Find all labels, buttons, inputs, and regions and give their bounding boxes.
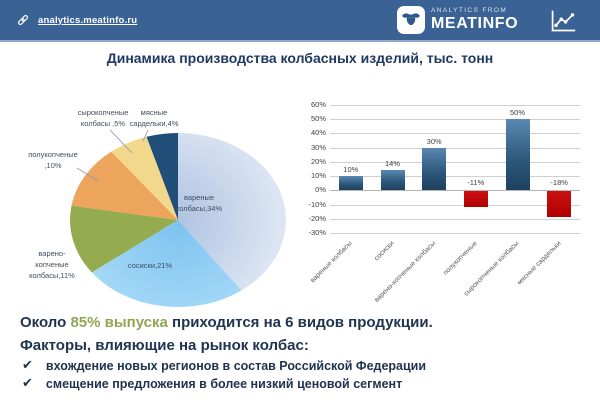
bar-value-label: -18% (550, 178, 568, 188)
gridline (330, 190, 580, 192)
y-axis-tick: -30% (308, 228, 326, 237)
x-axis-label: вареные колбасы (309, 240, 354, 285)
pie-slice-0 (178, 133, 287, 291)
bar-chart: 60% 50% 40% 30% 20% 10% 0% -10% -20% -30% 10% варен… (300, 95, 590, 313)
pie-slice-4 (111, 136, 178, 220)
x-axis-label: мясные сардельки (515, 240, 563, 287)
y-axis-tick: -20% (308, 213, 326, 223)
gridline (330, 105, 580, 106)
gridline (330, 119, 580, 121)
y-axis-tick: 40% (310, 128, 326, 138)
gridline (330, 233, 580, 234)
logo-name: MEATINFO (431, 15, 519, 33)
gridline (330, 218, 580, 220)
highlight-85-percent: 85% выпуска (70, 314, 168, 331)
gridline (330, 176, 580, 178)
link-icon (17, 14, 29, 26)
pie-label-sosiski: сосиски,21% (127, 261, 173, 270)
logo-text: ANALYTICS FROM MEATINFO (431, 6, 519, 33)
check-icon: ✔ (22, 376, 33, 391)
y-axis-tick: 60% (310, 100, 326, 109)
gridline (330, 147, 580, 149)
site-link[interactable]: analytics.meatinfo.ru (16, 0, 137, 40)
bar-5 (547, 191, 572, 217)
bar-3 (463, 191, 488, 207)
y-axis-tick: 50% (310, 114, 326, 124)
x-axis-label: сосиски (373, 240, 396, 263)
site-link-text[interactable]: analytics.meatinfo.ru (38, 14, 138, 26)
pie-label-syrokopchenye: сырокопченые колбасы ,5% (77, 108, 129, 128)
bullet-item: ✔ смещение предложения в более низкий це… (22, 376, 403, 391)
bull-icon (397, 6, 425, 34)
pie-label-myasnye-sardelki: мясные сардельки,4% (129, 108, 179, 128)
check-icon: ✔ (22, 358, 33, 373)
bar-1 (380, 170, 405, 191)
y-axis-tick: 20% (310, 156, 326, 166)
y-axis-tick: 10% (310, 171, 326, 181)
page-title: Динамика производства колбасных изделий,… (106, 50, 494, 66)
bar-value-label: 50% (509, 108, 525, 118)
gridline (330, 204, 580, 206)
gridline (330, 161, 580, 163)
bar-0 (338, 176, 363, 191)
logo-tagline: ANALYTICS FROM (431, 6, 508, 14)
summary-line: Около 85% выпуска приходится на 6 видов … (20, 314, 433, 331)
bar-2 (422, 147, 447, 191)
bar-value-label: -11% (467, 178, 485, 188)
x-axis-label: полукопченые (442, 240, 479, 277)
bullet-text: вхождение новых регионов в состав Россий… (45, 359, 427, 373)
bar-value-label: 10% (343, 165, 359, 175)
y-axis-tick: -10% (308, 199, 326, 209)
bullet-text: смещение предложения в более низкий цено… (45, 377, 403, 391)
bullet-item: ✔ вхождение новых регионов в состав Росс… (22, 358, 427, 373)
chart-line-icon (551, 10, 576, 32)
bar-value-label: 14% (384, 159, 400, 169)
pie-slice-5 (146, 133, 178, 220)
pie-label-vareno-kopchenye: варено- копченые колбасы,11% (29, 249, 75, 280)
pie-label-polukopchenye: полукопченые ,10% (28, 150, 78, 170)
pie-label-varenye: вареные колбасы,34% (175, 193, 223, 213)
gridline (330, 133, 580, 135)
header-bar: analytics.meatinfo.ru ANALYTICS FROM MEA… (0, 0, 600, 42)
meatinfo-logo: ANALYTICS FROM MEATINFO (397, 6, 518, 34)
factors-heading: Факторы, влияющие на рынок колбас: (20, 337, 309, 354)
y-axis-tick: 0% (315, 185, 326, 195)
bar-4 (505, 119, 530, 191)
bar-value-label: 30% (426, 136, 442, 146)
pie-slice-1 (91, 220, 242, 308)
pie-slice-2 (70, 205, 178, 273)
pie-chart: вареные колбасы,34% сосиски,21% варено- … (15, 90, 295, 315)
y-axis-tick: 30% (310, 142, 326, 152)
